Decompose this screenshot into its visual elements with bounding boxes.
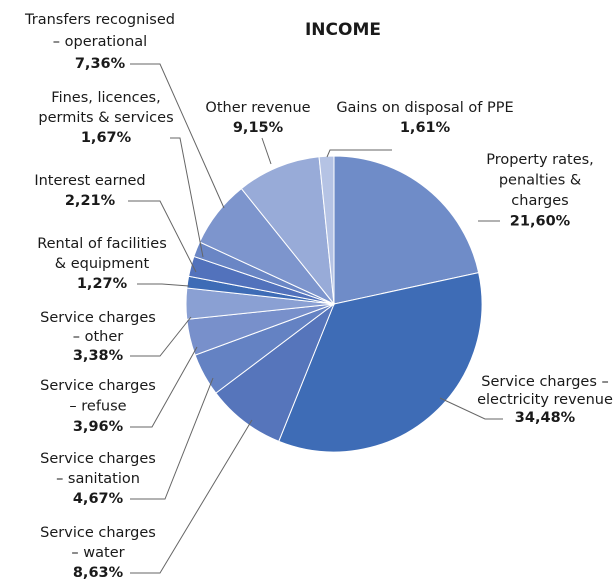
value-label: 34,48% xyxy=(515,410,576,426)
value-label: 1,67% xyxy=(81,130,132,146)
slice-label: Service charges – xyxy=(481,374,609,390)
leader-line xyxy=(170,137,204,258)
slice-label: & equipment xyxy=(55,256,150,272)
value-label: 21,60% xyxy=(510,214,571,230)
slice-label: charges xyxy=(511,193,568,209)
leader-line xyxy=(130,419,253,574)
slice-label: electricity revenue xyxy=(477,392,613,408)
slice-label: Service charges xyxy=(40,451,156,467)
value-label: 8,63% xyxy=(73,565,124,581)
pie-slice xyxy=(318,155,335,305)
slice-label: Fines, licences, xyxy=(51,90,160,106)
leader-line xyxy=(128,200,197,273)
value-label: 7,36% xyxy=(75,56,126,72)
slice-label: – other xyxy=(73,329,124,345)
chart-title: INCOME xyxy=(305,20,381,40)
slice-label: Other revenue xyxy=(205,100,310,116)
slice-label: Service charges xyxy=(40,310,156,326)
slice-label: Interest earned xyxy=(34,173,145,189)
leader-line xyxy=(137,283,190,287)
slice-label: Rental of facilities xyxy=(37,236,167,252)
slice-label: – refuse xyxy=(69,399,126,415)
slice-label: Service charges xyxy=(40,525,156,541)
leader-line xyxy=(439,397,503,420)
slice-label: Property rates, xyxy=(486,152,594,168)
value-label: 4,67% xyxy=(73,491,124,507)
slice-label: – operational xyxy=(53,34,147,50)
slice-label: – water xyxy=(71,545,124,561)
leader-line xyxy=(261,137,272,165)
value-label: 1,27% xyxy=(77,276,128,292)
leader-line xyxy=(326,149,392,158)
slice-label: – sanitation xyxy=(56,471,140,487)
leader-line xyxy=(130,346,198,428)
value-label: 9,15% xyxy=(233,120,284,136)
slice-label: Transfers recognised xyxy=(24,12,175,28)
pie-slice xyxy=(333,155,480,305)
value-label: 3,38% xyxy=(73,348,124,364)
slice-label: permits & services xyxy=(38,110,173,126)
value-label: 1,61% xyxy=(400,120,451,136)
value-label: 2,21% xyxy=(65,193,116,209)
pie-slice xyxy=(240,156,335,306)
value-label: 3,96% xyxy=(73,419,124,435)
leader-line xyxy=(130,63,225,209)
slice-label: Service charges xyxy=(40,378,156,394)
slice-label: Gains on disposal of PPE xyxy=(336,100,513,116)
leader-line xyxy=(130,377,214,500)
leader-line xyxy=(130,316,192,357)
pie-slice xyxy=(278,272,483,453)
slice-label: penalties & xyxy=(499,173,581,189)
